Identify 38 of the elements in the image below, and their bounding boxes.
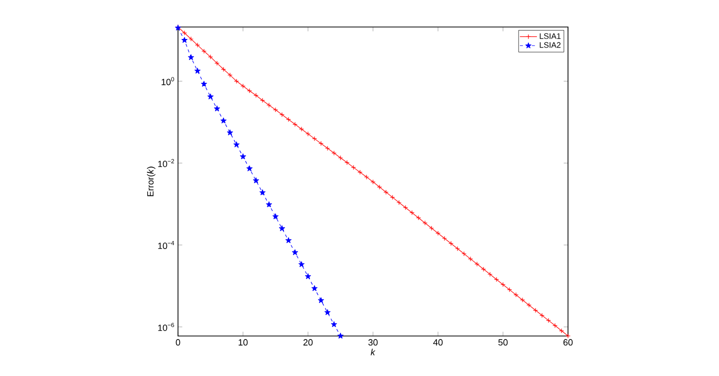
point (200, 80, 208, 87)
point (246, 165, 253, 172)
point (220, 118, 227, 124)
point (324, 309, 331, 316)
point (330, 321, 338, 328)
point (240, 153, 246, 160)
x-tick-label: 60 (563, 339, 573, 346)
point (292, 249, 298, 256)
x-tick-label: 10 (238, 339, 248, 346)
point (207, 94, 214, 100)
x-tick-label: 30 (368, 339, 378, 346)
point (233, 141, 240, 148)
x-tick-label: 50 (498, 339, 508, 346)
point (285, 237, 292, 244)
point (214, 106, 220, 112)
point (252, 177, 260, 184)
x-tick-label: 20 (303, 339, 313, 346)
point (318, 297, 324, 304)
y-tick-label: 10$^{0}$ (162, 77, 174, 86)
point (181, 37, 188, 43)
point (304, 273, 312, 280)
point (226, 130, 234, 136)
y-tick-label: 10$^{−2}$ (158, 159, 174, 168)
x-tick-label: 40 (433, 339, 443, 346)
point (194, 68, 201, 74)
point (259, 189, 266, 196)
point (311, 285, 318, 292)
point (188, 54, 194, 60)
point (298, 261, 305, 268)
point (278, 225, 286, 232)
point (337, 332, 344, 339)
point (266, 201, 272, 208)
y-tick-label: 10$^{−6}$ (158, 322, 174, 331)
x-axis-title: k (370, 348, 376, 356)
point (272, 213, 279, 220)
x-tick-label: 0 (176, 339, 180, 346)
y-tick-label: 10$^{−4}$ (158, 240, 174, 250)
y-axis-title: Error(k) (146, 166, 156, 196)
